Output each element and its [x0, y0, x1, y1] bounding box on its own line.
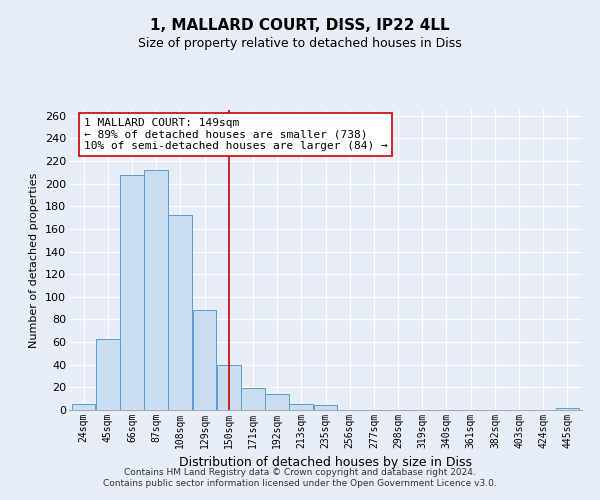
Y-axis label: Number of detached properties: Number of detached properties — [29, 172, 40, 348]
Bar — [96, 338, 119, 410]
Bar — [217, 364, 241, 410]
Bar — [289, 404, 313, 410]
Bar — [314, 406, 337, 410]
X-axis label: Distribution of detached houses by size in Diss: Distribution of detached houses by size … — [179, 456, 472, 469]
Bar — [241, 388, 265, 410]
Bar — [193, 310, 217, 410]
Bar — [120, 174, 144, 410]
Bar — [265, 394, 289, 410]
Text: 1 MALLARD COURT: 149sqm
← 89% of detached houses are smaller (738)
10% of semi-d: 1 MALLARD COURT: 149sqm ← 89% of detache… — [83, 118, 387, 151]
Text: Size of property relative to detached houses in Diss: Size of property relative to detached ho… — [138, 38, 462, 51]
Bar — [556, 408, 580, 410]
Bar — [169, 216, 192, 410]
Bar — [144, 170, 168, 410]
Text: Contains HM Land Registry data © Crown copyright and database right 2024.
Contai: Contains HM Land Registry data © Crown c… — [103, 468, 497, 487]
Bar — [71, 404, 95, 410]
Text: 1, MALLARD COURT, DISS, IP22 4LL: 1, MALLARD COURT, DISS, IP22 4LL — [150, 18, 450, 32]
